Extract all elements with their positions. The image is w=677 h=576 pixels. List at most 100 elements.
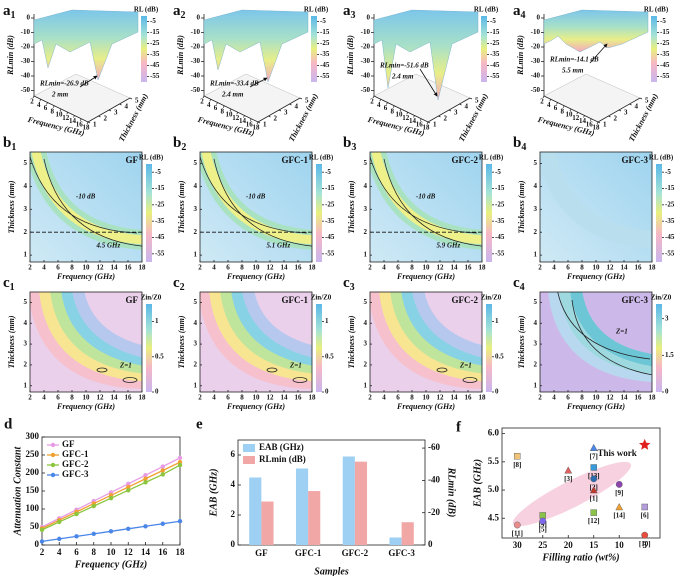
band [39,292,142,382]
y2-tick-label: -20 [428,507,440,517]
y-tick-label: 1 [364,381,368,389]
thickness-annotation: 5.5 mm [562,67,584,75]
x-tick-label: 10 [566,111,574,119]
panel-index: 4 [521,142,526,153]
x-tick-label: 6 [396,264,400,272]
panel-label: f [456,419,462,435]
colorbar-tick-label: 1 [495,317,499,325]
x-tick-label: 25 [538,540,548,550]
x-tick-label: 2 [30,98,34,106]
x-tick-label: 16 [246,120,254,128]
colorbar-tick-label: -5 [490,17,496,25]
x-tick-label: 18 [139,264,147,272]
colorbar-tick-label: -55 [495,249,505,257]
point-label: [12] [588,517,600,525]
colorbar-tick-label: -35 [320,50,330,58]
y-axis-label: EAB (GHz) [208,468,219,517]
marker [91,531,96,537]
colorbar-title: RL (dB) [134,6,159,14]
colorbar-tick-label: -15 [320,28,330,36]
colorbar-title: RL (dB) [304,6,329,14]
x-tick-label: 2 [198,264,202,272]
y-tick-label: 5 [534,298,538,306]
panel-index: 4 [520,282,525,293]
z-tick-label: -20 [531,43,541,51]
y-tick [87,121,91,124]
y-tick-label: 1 [263,121,267,129]
marker [177,519,183,524]
y-axis-label: EAB (GHz) [472,459,483,508]
z-tick-label: 0 [197,14,201,22]
heatmap-image [30,292,142,392]
x-tick-label: 6 [226,394,230,402]
marker [539,517,547,525]
band [50,292,142,374]
x-tick-label: 2 [28,394,32,402]
z-tick-label: 0 [367,14,371,22]
x-tick-label: 5 [642,540,647,550]
panel-letter: b [343,135,351,151]
rl-annotation: RLmin=-51.6 dB [379,62,429,70]
colorbar-tick-label: -35 [490,50,500,58]
x-axis-label: Filling ratio (wt%) [541,552,619,563]
x-tick-label: 14 [141,547,151,557]
x-tick [556,102,558,105]
heatmap-image [370,292,482,392]
x-tick-label: 6 [44,104,48,112]
thickness-annotation: 2.4 mm [391,73,414,81]
colorbar-tick-label: 0 [665,388,669,396]
colorbar [316,304,322,392]
marker [143,472,148,478]
x-tick-label: 18 [649,394,657,402]
y-tick-label: 6.0 [488,428,500,438]
z-axis-label: RLmin (dB) [6,35,15,76]
x-tick-label: GFC-1 [295,548,322,558]
marker [589,486,598,494]
marker [615,503,624,511]
x-tick-label: 10 [253,264,261,272]
band [548,292,652,382]
colorbar-tick-label: -5 [660,17,666,25]
x-tick-label: 4 [212,394,216,402]
x-tick-label: 4 [382,264,386,272]
x-tick-label: 14 [281,394,289,402]
panel-title: GFC-3 [622,295,649,305]
x-tick-label: 16 [125,264,133,272]
bar [401,522,414,545]
marker [160,468,165,473]
point-label: [9] [615,489,623,497]
legend-marker [50,452,56,458]
panel-title: GF [126,295,139,305]
colorbar-title: RL (dB) [644,6,669,14]
x-tick-label: 14 [621,264,629,272]
legend-label: EAB (GHz) [259,442,304,452]
colorbar [141,16,147,82]
x-tick-label: 2 [368,394,372,402]
x-tick-label: 8 [221,107,225,115]
marker [74,511,79,517]
colorbar-title: Zin/Z0 [311,294,332,302]
contour [266,367,278,373]
colorbar-tick-label: -5 [150,17,156,25]
panel-letter: a [3,3,11,19]
y-tick-label: 5 [534,159,538,167]
contour-label: Z=1 [615,328,628,336]
marker [590,509,597,516]
y-tick-label: 4 [125,103,129,111]
colorbar [651,16,657,82]
panel-letter: c [343,275,350,291]
colorbar-tick-label: 1.5 [665,351,674,359]
y-tick-label: 5 [24,298,28,306]
colorbar-tick-label: -5 [325,168,331,176]
heatmap [540,152,652,262]
band [401,292,482,366]
bar [389,537,402,545]
y-tick-label: 1 [24,381,28,389]
legend-marker [50,472,56,478]
x-tick-label: 2 [198,394,202,402]
colorbar-tick-label: -55 [660,72,670,80]
x-tick [39,99,42,102]
y-tick-label: 1 [433,121,437,129]
colorbar-tick-label: 3 [665,314,669,322]
